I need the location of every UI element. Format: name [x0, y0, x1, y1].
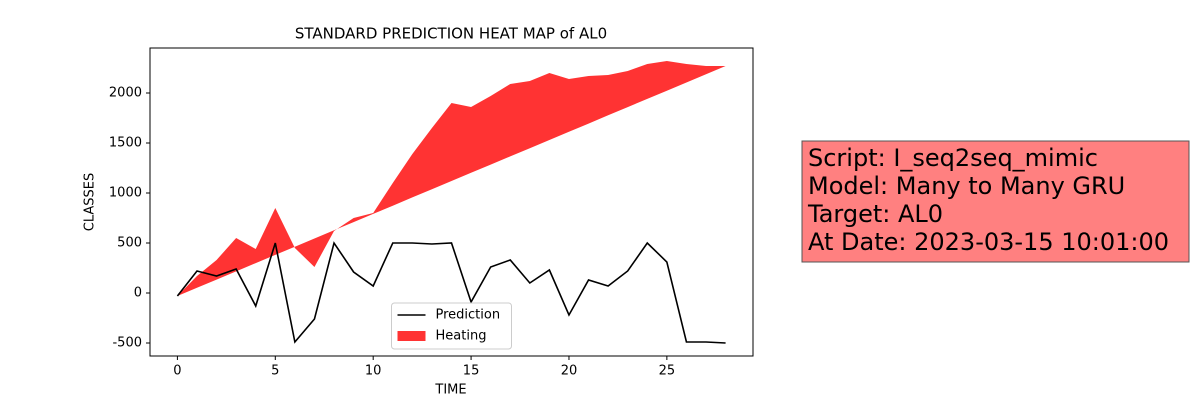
x-tick-label: 5: [271, 364, 279, 379]
x-axis-label: TIME: [434, 383, 466, 398]
annotation-line: Model: Many to Many GRU: [808, 172, 1125, 200]
annotation-box: [801, 140, 1190, 263]
y-tick-label: -500: [112, 336, 142, 351]
x-tick-label: 20: [561, 364, 578, 379]
legend-label: Prediction: [436, 308, 501, 323]
x-tick-label: 10: [365, 364, 382, 379]
y-tick-label: 1500: [109, 136, 142, 151]
y-tick-label: 2000: [109, 86, 142, 101]
heating-area: [177, 61, 726, 296]
axes-frame: [149, 47, 754, 357]
legend-label: Heating: [436, 329, 487, 344]
x-tick-label: 15: [463, 364, 480, 379]
annotation-line: At Date: 2023-03-15 10:01:00: [808, 228, 1169, 256]
x-tick-label: 25: [659, 364, 676, 379]
y-tick-label: 500: [117, 236, 142, 251]
y-axis-label: CLASSES: [83, 173, 98, 231]
prediction-line: [176, 241, 726, 344]
chart-title: STANDARD PREDICTION HEAT MAP of AL0: [295, 25, 607, 43]
y-tick-label: 0: [134, 286, 142, 301]
legend-swatch: [397, 331, 426, 341]
annotation-line: Script: I_seq2seq_mimic: [808, 144, 1098, 172]
annotation-line: Target: AL0: [807, 200, 943, 228]
x-tick-label: 0: [173, 364, 181, 379]
y-tick-label: 1000: [109, 186, 142, 201]
